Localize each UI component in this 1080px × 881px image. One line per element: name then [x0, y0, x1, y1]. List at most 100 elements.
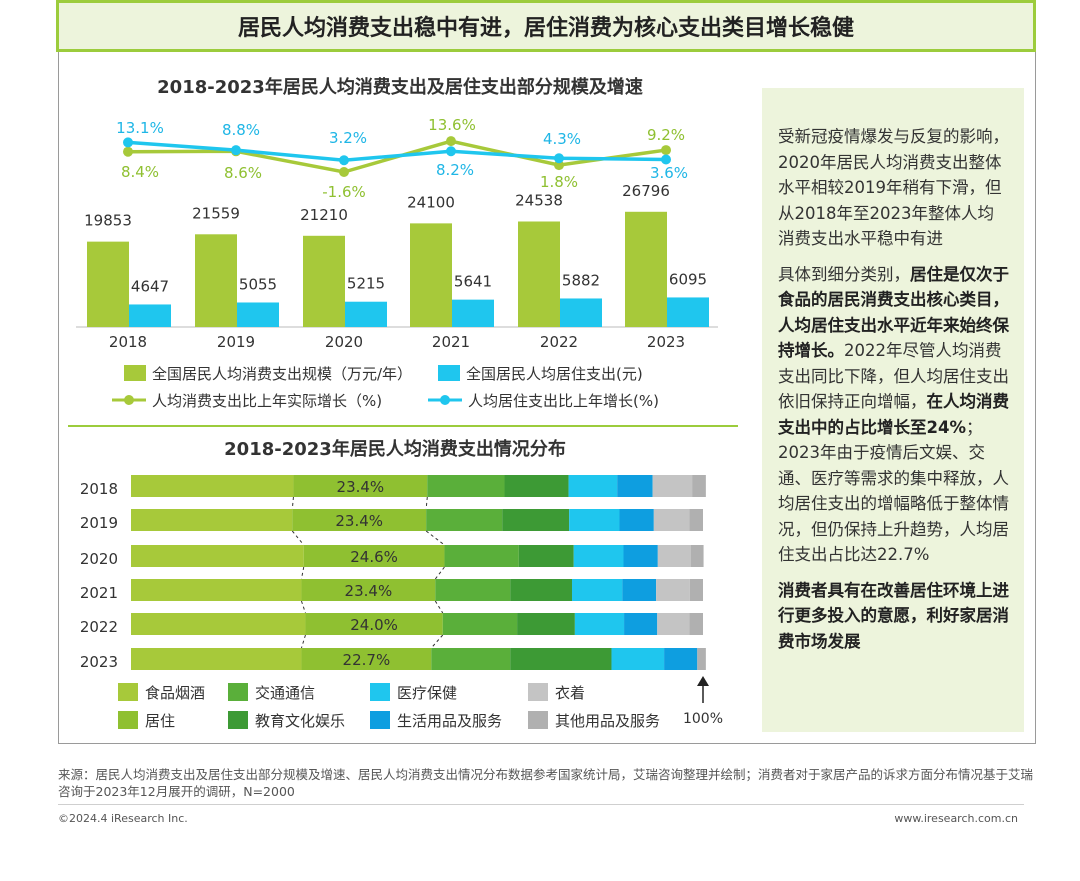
point-consumption-growth [446, 136, 456, 147]
bar-housing [345, 301, 387, 327]
stack-segment-医疗保健 [569, 509, 620, 531]
insight-paragraph-2: 具体到细分类别，居住是仅次于食品的居民消费支出核心类目，人均居住支出水平近年来始… [778, 262, 1010, 568]
bar-label-consumption: 21210 [300, 206, 348, 224]
label-housing-growth: 4.3% [543, 130, 581, 148]
website: www.iresearch.com.cn [894, 812, 1018, 825]
stack-label-housing: 23.4% [335, 512, 383, 530]
point-housing-growth [554, 153, 564, 164]
stack-segment-其他用品及服务 [689, 613, 703, 635]
legend-label-housing: 全国居民人均居住支出(元) [466, 365, 643, 383]
legend-swatch-consumption [124, 365, 146, 381]
bar-consumption [87, 241, 129, 327]
y-tick-label: 2022 [80, 618, 118, 636]
legend-swatch-生活用品及服务 [370, 711, 390, 729]
label-housing-growth: 3.6% [650, 164, 688, 182]
x-tick-label: 2021 [432, 333, 470, 351]
label-housing-growth: 3.2% [329, 129, 367, 147]
stack-segment-食品烟酒 [131, 648, 302, 670]
point-consumption-growth [554, 160, 564, 171]
bar-consumption [518, 221, 560, 327]
x-tick-label: 2022 [540, 333, 578, 351]
y-tick-label: 2019 [80, 514, 118, 532]
stack-segment-生活用品及服务 [624, 613, 658, 635]
stack-segment-居住 [292, 509, 427, 531]
legend-label-交通通信: 交通通信 [255, 684, 315, 702]
copyright: ©2024.4 iResearch Inc. [58, 812, 188, 825]
legend-label-其他用品及服务: 其他用品及服务 [555, 712, 660, 730]
legend-label-衣着: 衣着 [555, 684, 585, 702]
bar-label-consumption: 26796 [622, 182, 670, 200]
stack-segment-教育文化娱乐 [510, 579, 573, 601]
label-consumption-growth: 8.4% [121, 163, 159, 181]
stack-segment-生活用品及服务 [623, 545, 658, 567]
x-tick-label: 2020 [325, 333, 363, 351]
connector-housing-left [300, 566, 305, 580]
label-consumption-growth: 1.8% [540, 173, 578, 191]
stack-segment-教育文化娱乐 [504, 475, 569, 497]
stack-segment-医疗保健 [572, 579, 623, 601]
stack-segment-衣着 [657, 613, 690, 635]
point-consumption-growth [661, 145, 671, 156]
bar-label-housing: 5641 [454, 273, 492, 291]
insight-text: 具体到细分类别， [778, 264, 910, 284]
legend-label-教育文化娱乐: 教育文化娱乐 [255, 712, 345, 730]
insight-highlight: 在人均消费支出中的占比增长至24% [778, 392, 1009, 437]
stack-segment-衣着 [652, 475, 693, 497]
insight-panel: 受新冠疫情爆发与反复的影响，2020年居民人均消费支出整体水平相较2019年稍有… [762, 88, 1024, 732]
label-housing-growth: 8.2% [436, 161, 474, 179]
connector-housing-right [434, 600, 444, 614]
bar-label-consumption: 19853 [84, 212, 132, 230]
stack-segment-食品烟酒 [131, 475, 294, 497]
legend-swatch-医疗保健 [370, 683, 390, 701]
point-consumption-growth [123, 146, 133, 157]
y-tick-label: 2018 [80, 480, 118, 498]
legend-label-housing-growth: 人均居住支出比上年增长(%) [468, 392, 659, 410]
footer-divider [58, 804, 1024, 805]
insight-paragraph-3: 消费者具有在改善居住环境上进行更多投入的意愿，利好家居消费市场发展 [778, 578, 1010, 655]
point-housing-growth [123, 137, 133, 148]
legend-swatch-食品烟酒 [118, 683, 138, 701]
bar-consumption [410, 223, 452, 327]
bar-consumption [625, 211, 667, 327]
stack-segment-生活用品及服务 [622, 579, 657, 601]
stack-segment-衣着 [657, 545, 691, 567]
bar-housing [129, 304, 171, 327]
stack-segment-交通通信 [427, 475, 505, 497]
bar-label-housing: 5215 [347, 275, 385, 293]
y-tick-label: 2023 [80, 653, 118, 671]
connector-housing-right [425, 496, 428, 510]
stack-segment-食品烟酒 [131, 613, 306, 635]
stack-segment-交通通信 [435, 579, 511, 601]
stack-segment-其他用品及服务 [689, 579, 703, 601]
x-tick-label: 2023 [647, 333, 685, 351]
bar-housing [237, 302, 279, 327]
stack-segment-食品烟酒 [131, 545, 304, 567]
bar-label-housing: 5055 [239, 275, 277, 293]
chart2-title: 2018-2023年居民人均消费支出情况分布 [224, 438, 566, 460]
legend-label-医疗保健: 医疗保健 [397, 684, 457, 702]
bar-label-consumption: 24100 [407, 193, 455, 211]
stack-segment-生活用品及服务 [664, 648, 698, 670]
insight-highlight: 居住是仅次于食品的居民消费支出核心类目，人均居住支出水平近年来始终保持增长。 [778, 264, 1009, 361]
bar-label-housing: 4647 [131, 277, 169, 295]
stack-segment-其他用品及服务 [697, 648, 706, 670]
stack-segment-衣着 [656, 579, 690, 601]
point-housing-growth [231, 145, 241, 156]
stack-label-housing: 24.0% [350, 616, 398, 634]
stack-segment-医疗保健 [574, 613, 625, 635]
stack-segment-医疗保健 [568, 475, 618, 497]
stack-segment-医疗保健 [611, 648, 665, 670]
legend-label-居住: 居住 [145, 712, 175, 730]
bar-label-consumption: 21559 [192, 204, 240, 222]
label-consumption-growth: 8.6% [224, 164, 262, 182]
stack-segment-交通通信 [426, 509, 503, 531]
x-tick-label: 2018 [109, 333, 147, 351]
point-consumption-growth [339, 167, 349, 177]
y-tick-label: 2020 [80, 550, 118, 568]
stack-segment-其他用品及服务 [689, 509, 703, 531]
legend-swatch-衣着 [528, 683, 548, 701]
stack-label-housing: 24.6% [350, 548, 398, 566]
bar-consumption [195, 234, 237, 327]
connector-housing-left [300, 634, 306, 649]
